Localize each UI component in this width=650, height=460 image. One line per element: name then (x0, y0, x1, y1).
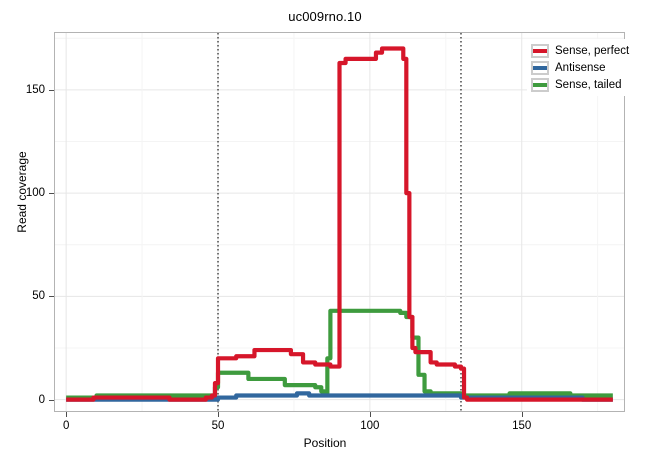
x-tick-mark (218, 412, 219, 417)
annotation-lines (217, 33, 462, 411)
y-tick-mark (49, 399, 54, 401)
chart-title: uc009rno.10 (288, 9, 362, 24)
legend-color-line (533, 82, 547, 87)
legend-item[interactable]: Sense, tailed (531, 76, 629, 93)
legend-key-swatch (531, 60, 549, 75)
legend-item[interactable]: Sense, perfect (531, 42, 629, 59)
y-tick-label: 100 (25, 187, 45, 200)
legend-color-line (533, 65, 547, 70)
x-tick-label: 150 (512, 420, 532, 432)
x-tick-mark (369, 412, 371, 417)
x-tick-mark (521, 412, 523, 417)
y-tick-mark (49, 296, 54, 298)
legend-color-line (533, 48, 547, 53)
y-tick-mark (49, 89, 54, 91)
legend-item[interactable]: Antisense (531, 59, 629, 76)
legend-label: Sense, perfect (555, 44, 630, 57)
x-tick-mark (66, 412, 68, 417)
y-tick-label: 50 (32, 290, 45, 303)
y-tick-label: 0 (38, 393, 45, 406)
legend-label: Sense, tailed (555, 78, 622, 91)
y-tick-mark (49, 193, 54, 195)
data-series (66, 46, 613, 402)
x-tick-label: 50 (211, 420, 225, 432)
y-tick-label: 150 (25, 83, 45, 96)
legend-key-swatch (531, 43, 549, 58)
legend-key-swatch (531, 77, 549, 92)
series-line (66, 46, 613, 402)
legend-label: Antisense (555, 61, 606, 74)
x-tick-label: 0 (62, 420, 70, 432)
x-tick-label: 100 (360, 420, 380, 432)
x-axis-label: Position (303, 436, 347, 450)
chart-legend: Sense, perfect Antisense Sense, tailed (527, 39, 636, 96)
